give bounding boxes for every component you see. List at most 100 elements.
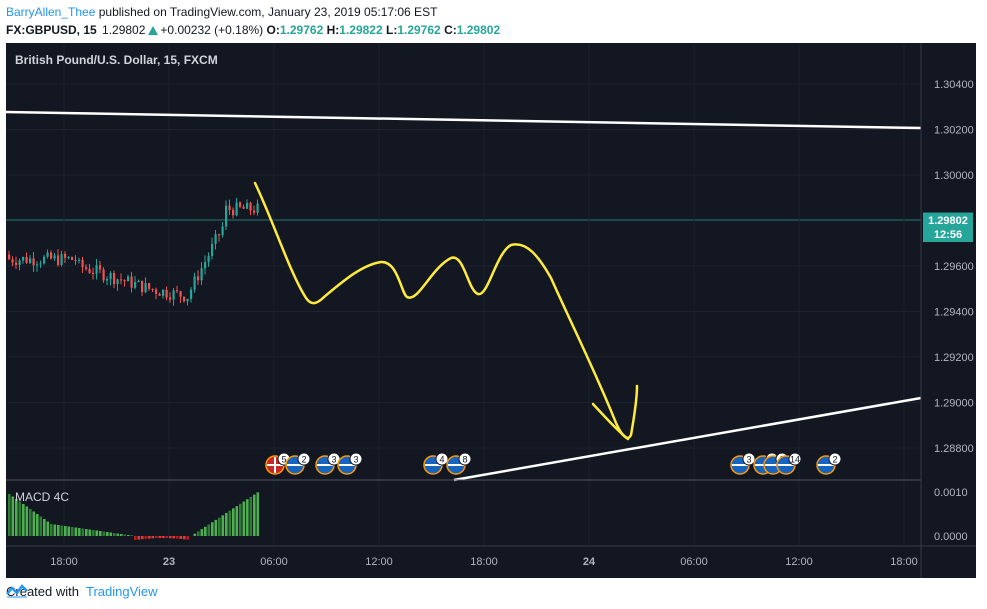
- candle: [92, 273, 95, 275]
- candle: [141, 280, 144, 293]
- macd-bar: [158, 536, 162, 539]
- macd-bar: [221, 515, 225, 536]
- candle: [8, 254, 11, 260]
- time-tick-label: 06:00: [260, 556, 288, 568]
- event-count-label: 14: [790, 455, 800, 465]
- macd-bar: [225, 513, 228, 536]
- candle: [169, 297, 172, 300]
- macd-bar: [130, 535, 134, 536]
- economic-event-icon[interactable]: 3: [337, 452, 363, 475]
- macd-bar: [11, 496, 15, 536]
- candle: [32, 258, 35, 266]
- chart-panel[interactable]: 5 23 3 4 8 3 3 2 14 2 British Pound/U.S. Dollar, …: [6, 43, 976, 578]
- footer: Created with TradingView: [6, 584, 158, 599]
- candle: [228, 205, 231, 210]
- arrow-head-drawing[interactable]: [591, 402, 630, 441]
- economic-event-icon[interactable]: 3: [315, 452, 341, 475]
- candle: [85, 267, 88, 269]
- economic-event-icon[interactable]: 2: [816, 452, 842, 475]
- macd-bar: [18, 501, 22, 536]
- projection-drawing[interactable]: [253, 181, 639, 440]
- macd-bar: [29, 509, 32, 536]
- candle: [120, 279, 123, 281]
- macd-bar: [88, 529, 92, 536]
- economic-event-icon[interactable]: 2: [285, 452, 311, 475]
- price-tick-label: 1.28800: [934, 443, 974, 455]
- candle: [11, 259, 14, 263]
- macd-bar: [207, 524, 211, 536]
- candle: [67, 257, 70, 259]
- macd-bar: [256, 492, 260, 536]
- macd-bar: [46, 521, 50, 536]
- candle: [43, 256, 46, 264]
- candle: [106, 278, 109, 281]
- candle: [50, 252, 53, 259]
- upper-trendline[interactable]: [6, 110, 922, 130]
- macd-bar: [127, 535, 130, 536]
- candle: [18, 260, 21, 265]
- lower-trendline[interactable]: [453, 396, 922, 482]
- candle: [232, 209, 235, 216]
- candle: [25, 257, 28, 263]
- time-tick-label: 06:00: [680, 556, 708, 568]
- price-tick-label: 1.29600: [934, 261, 974, 273]
- macd-bar: [169, 536, 172, 539]
- macd-bar: [102, 531, 106, 536]
- macd-bar: [106, 532, 109, 536]
- candle: [130, 276, 133, 288]
- candle: [57, 255, 60, 265]
- macd-bar: [109, 532, 113, 536]
- macd-bar: [165, 536, 169, 539]
- event-count-label: 2: [832, 455, 837, 465]
- candle: [36, 264, 39, 266]
- candle: [64, 253, 67, 258]
- candle: [22, 257, 25, 261]
- macd-bar: [232, 508, 235, 536]
- author-link[interactable]: BarryAllen_Thee: [6, 5, 96, 19]
- macd-bar: [120, 534, 123, 536]
- price-tick-label: 1.29000: [934, 398, 974, 410]
- macd-bar: [214, 519, 218, 536]
- candle: [116, 279, 119, 285]
- macd-bar: [60, 525, 64, 536]
- candle: [225, 205, 228, 227]
- high-label: H:: [326, 23, 340, 37]
- tradingview-link[interactable]: TradingView: [85, 584, 158, 599]
- candle: [95, 265, 98, 274]
- macd-bar: [200, 529, 204, 536]
- event-badges: 523348332142: [265, 452, 842, 475]
- macd-bar: [253, 494, 256, 536]
- candle: [74, 259, 77, 261]
- open-label: O:: [266, 23, 280, 37]
- time-tick-label: 24: [583, 556, 596, 568]
- low-label: L:: [386, 23, 398, 37]
- candle: [109, 272, 112, 279]
- macd-bar: [123, 534, 127, 536]
- candle: [15, 262, 18, 265]
- macd-bar: [53, 524, 57, 536]
- candle: [165, 289, 168, 298]
- macd-bar: [172, 536, 176, 539]
- macd-bar: [162, 536, 165, 539]
- bar-countdown-label: 12:56: [934, 229, 962, 241]
- price-chart[interactable]: 5 23 3 4 8 3 3 2 14 2 British Pound/U.S. Dollar, …: [6, 43, 976, 578]
- price-axis: 1.30400 1.30200 1.30000 1.29600 1.29400 1.292…: [934, 79, 974, 543]
- economic-event-icon[interactable]: 8: [446, 452, 472, 475]
- candle: [190, 289, 193, 299]
- candle: [123, 280, 126, 282]
- candle: [193, 276, 196, 290]
- candle: [60, 253, 63, 265]
- chart-grid: [6, 43, 921, 546]
- candle: [53, 255, 56, 259]
- publish-text: published on TradingView.com, January 23…: [95, 5, 438, 19]
- economic-event-icon[interactable]: 4: [423, 452, 449, 475]
- macd-bar: [78, 528, 81, 536]
- close-label: C:: [444, 23, 457, 37]
- price-tick-label: 1.30400: [934, 79, 974, 91]
- economic-event-icon[interactable]: 14: [776, 452, 802, 475]
- economic-event-icon[interactable]: 3: [730, 452, 756, 475]
- macd-bar: [92, 530, 95, 536]
- macd-legend: MACD 4C: [15, 490, 69, 504]
- time-tick-label: 18:00: [890, 556, 918, 568]
- macd-bar: [57, 525, 60, 536]
